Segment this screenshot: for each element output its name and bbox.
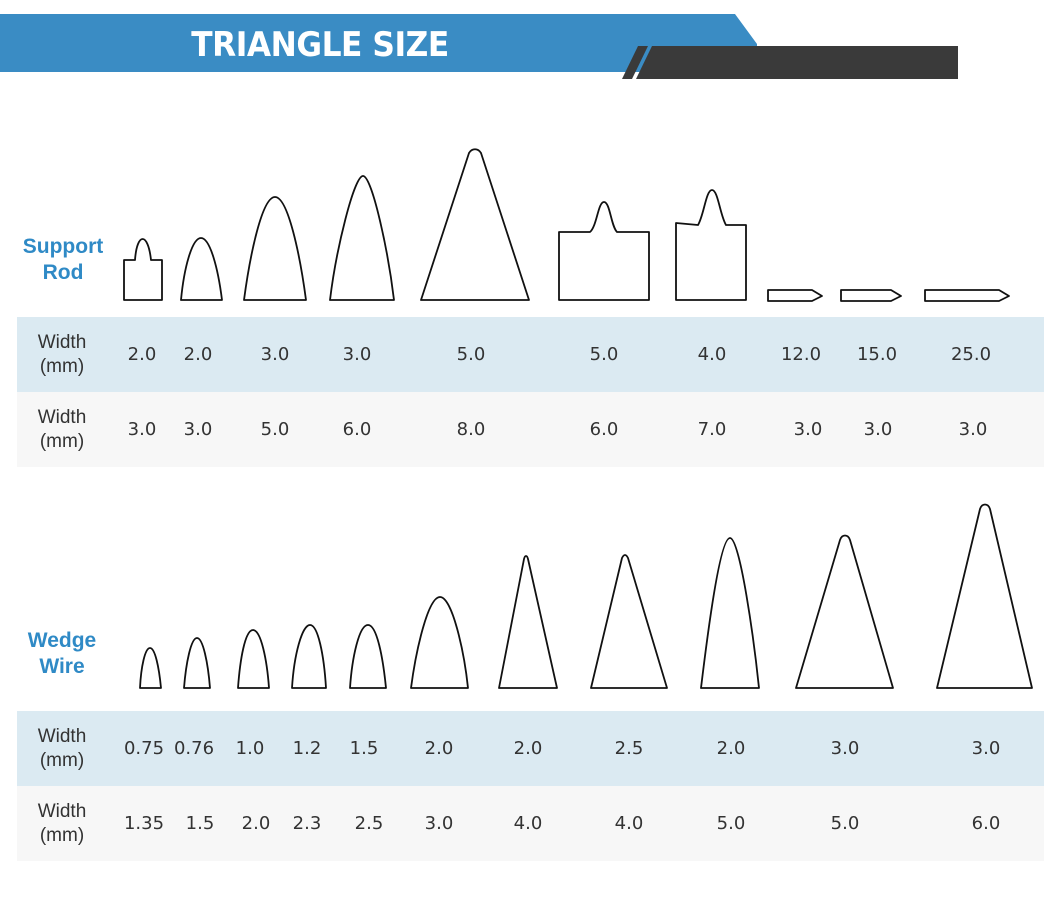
- width-value: 2.0: [716, 738, 746, 759]
- width-value: 5.0: [456, 344, 486, 365]
- wedge-wire-row-1: Width (mm) 0.75 0.76 1.0 1.2 1.5 2.0 2.0 2.5 2.0 3…: [17, 711, 1044, 786]
- width-value: 2.0: [127, 344, 157, 365]
- support-rod-profile-8: [767, 289, 823, 302]
- width-value: 15.0: [856, 344, 898, 365]
- wedge-wire-profile-9: [700, 537, 760, 689]
- support-rod-profile-4: [329, 175, 395, 301]
- width-value: 1.2: [292, 738, 322, 759]
- width-value: 1.5: [349, 738, 379, 759]
- support-rod-profile-5: [420, 148, 530, 301]
- width-value: 12.0: [780, 344, 822, 365]
- width-value: 1.35: [123, 813, 165, 834]
- banner-stripe: [622, 46, 648, 79]
- wedge-wire-profile-8: [590, 554, 668, 689]
- width-value: 5.0: [830, 813, 860, 834]
- width-value: 3.0: [830, 738, 860, 759]
- width-value: 2.0: [424, 738, 454, 759]
- width-value: 2.5: [354, 813, 384, 834]
- support-rod-profile-2: [180, 237, 223, 301]
- wedge-wire-profile-5: [349, 624, 387, 689]
- width-value: 1.0: [235, 738, 265, 759]
- width-value: 3.0: [971, 738, 1001, 759]
- width-value: 0.76: [173, 738, 215, 759]
- support-rod-profile-10: [924, 289, 1010, 302]
- wedge-wire-profile-4: [291, 624, 327, 689]
- width-value: 3.0: [183, 419, 213, 440]
- width-value: 5.0: [260, 419, 290, 440]
- wedge-wire-profile-2: [183, 637, 211, 689]
- banner-blue-band: [0, 14, 757, 44]
- width-value: 3.0: [863, 419, 893, 440]
- width-value: 3.0: [424, 813, 454, 834]
- support-rod-profile-7: [675, 189, 747, 301]
- header-banner: [0, 14, 958, 79]
- width-value: 4.0: [697, 344, 727, 365]
- width-value: 4.0: [513, 813, 543, 834]
- support-rod-label: Support Rod: [22, 235, 104, 284]
- page-title: TRIANGLE SIZE: [191, 25, 449, 65]
- support-rod-row-1: Width (mm) 2.0 2.0 3.0 3.0 5.0 5.0 4.0 12.0 15.0 2…: [17, 317, 1044, 392]
- wedge-wire-row-2: Width (mm) 1.35 1.5 2.0 2.3 2.5 3.0 4.0 4.0 5.0 5.…: [17, 786, 1044, 861]
- width-value: 3.0: [127, 419, 157, 440]
- width-value: 2.3: [292, 813, 322, 834]
- width-value: 6.0: [971, 813, 1001, 834]
- wedge-wire-label: Wedge Wire: [27, 629, 97, 678]
- width-value: 1.5: [185, 813, 215, 834]
- row-label: Width (mm): [37, 407, 87, 452]
- wedge-wire-profile-3: [237, 629, 270, 689]
- width-value: 3.0: [958, 419, 988, 440]
- row-label: Width (mm): [37, 332, 87, 377]
- row-label: Width (mm): [37, 726, 87, 771]
- width-value: 2.0: [241, 813, 271, 834]
- support-rod-profile-3: [243, 196, 307, 301]
- support-rod-profile-9: [840, 289, 902, 302]
- width-value: 8.0: [456, 419, 486, 440]
- width-value: 6.0: [342, 419, 372, 440]
- wedge-wire-profile-1: [139, 647, 162, 689]
- width-value: 5.0: [716, 813, 746, 834]
- banner-blue-band-lower: [0, 44, 757, 72]
- width-value: 4.0: [614, 813, 644, 834]
- row-label: Width (mm): [37, 801, 87, 846]
- width-value: 3.0: [793, 419, 823, 440]
- wedge-wire-profile-7: [498, 555, 558, 689]
- wedge-wire-profile-11: [936, 503, 1033, 689]
- banner-dark-bar: [641, 46, 958, 79]
- support-rod-profile-1: [123, 238, 163, 301]
- wedge-wire-profile-6: [410, 596, 469, 689]
- width-value: 3.0: [342, 344, 372, 365]
- banner-stripe: [648, 46, 672, 79]
- banner-stripe: [636, 46, 660, 79]
- width-value: 2.5: [614, 738, 644, 759]
- support-rod-row-2: Width (mm) 3.0 3.0 5.0 6.0 8.0 6.0 7.0 3.0 3.0 3.0: [17, 392, 1044, 467]
- width-value: 7.0: [697, 419, 727, 440]
- width-value: 6.0: [589, 419, 619, 440]
- width-value: 3.0: [260, 344, 290, 365]
- width-value: 25.0: [950, 344, 992, 365]
- width-value: 2.0: [513, 738, 543, 759]
- width-value: 0.75: [123, 738, 165, 759]
- width-value: 2.0: [183, 344, 213, 365]
- width-value: 5.0: [589, 344, 619, 365]
- support-rod-profile-6: [558, 201, 650, 301]
- wedge-wire-profile-10: [795, 534, 894, 689]
